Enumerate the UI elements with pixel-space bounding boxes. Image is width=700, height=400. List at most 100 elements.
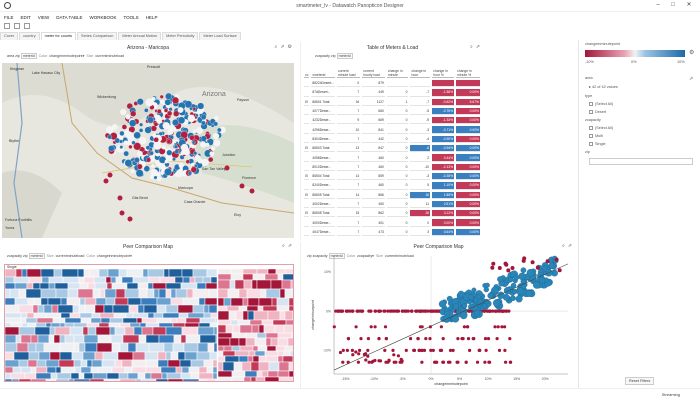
scatter-point-single[interactable] <box>468 348 472 352</box>
treemap-cell[interactable] <box>113 312 127 319</box>
treemap-cell[interactable] <box>96 342 113 353</box>
table-row[interactable]: 8010Deser... 7 460 0 -10 -2.13% 0.00% <box>304 163 480 171</box>
selector-area[interactable]: area <box>7 54 15 58</box>
treemap-cell[interactable] <box>37 304 45 314</box>
scatter-point-single[interactable] <box>465 325 469 329</box>
treemap-cell[interactable] <box>30 334 39 344</box>
color-selector[interactable]: changeinminutepoint <box>96 254 131 258</box>
treemap-cell[interactable] <box>48 282 56 290</box>
meter-dot[interactable] <box>173 144 179 149</box>
scatter-point-single[interactable] <box>491 309 495 313</box>
meter-dot[interactable] <box>119 130 125 136</box>
treemap-cell[interactable] <box>84 342 98 353</box>
scatter-point-single[interactable] <box>345 348 349 352</box>
treemap-cell[interactable] <box>82 326 89 336</box>
treemap-cell[interactable] <box>5 297 16 306</box>
treemap-cell[interactable] <box>277 337 289 347</box>
scatter-point-single[interactable] <box>451 348 455 352</box>
meter-dot[interactable] <box>144 126 152 134</box>
scatter-point-single[interactable] <box>431 348 435 352</box>
treemap-cell[interactable] <box>178 312 189 319</box>
scatter-point-single[interactable] <box>384 337 388 341</box>
treemap-cell[interactable] <box>182 378 200 382</box>
scatter-point-single[interactable] <box>429 309 433 313</box>
treemap-cell[interactable] <box>226 305 240 312</box>
treemap-cell[interactable] <box>244 370 258 378</box>
scatter-point-multi[interactable] <box>515 295 523 303</box>
treemap-cell[interactable] <box>217 310 230 321</box>
scatter-point-multi[interactable] <box>508 277 514 283</box>
treemap-cell[interactable] <box>5 351 15 361</box>
scatter-point-multi[interactable] <box>510 295 516 302</box>
treemap-cell[interactable] <box>251 324 260 334</box>
treemap-cell[interactable] <box>256 370 263 378</box>
treemap-cell[interactable] <box>288 297 294 307</box>
table-row[interactable]: ⊟ 86504 Total 14 859 0 -3 -0.35% 0.00% <box>304 172 480 181</box>
treemap-cell[interactable] <box>276 305 290 312</box>
treemap-cell[interactable] <box>55 366 62 374</box>
treemap-cell[interactable] <box>102 351 119 361</box>
treemap-cell[interactable] <box>223 345 233 352</box>
treemap-cell[interactable] <box>122 317 138 324</box>
treemap-cell[interactable] <box>73 342 80 353</box>
treemap-cell[interactable] <box>284 288 294 299</box>
treemap-cell[interactable] <box>79 297 86 306</box>
table-row[interactable]: 4002Deser... 7 450 0 11 2.51% 0.00% <box>304 200 480 209</box>
treemap-cell[interactable] <box>230 297 244 307</box>
meter-dot[interactable] <box>129 119 137 127</box>
settings-icon[interactable]: ⚙ <box>287 44 292 50</box>
table-row[interactable]: 4047Deser... 7 473 0 3 0.64% 0.00% <box>304 228 480 237</box>
filter-area-count[interactable]: 42 of 42 values <box>591 85 618 89</box>
treemap-cell[interactable] <box>18 326 36 336</box>
filter-zcap-single[interactable]: Single <box>595 142 606 146</box>
color-selector[interactable]: changeinminutepoint <box>49 54 83 58</box>
treemap-cell[interactable] <box>33 312 47 319</box>
treemap-cell[interactable] <box>231 332 247 339</box>
treemap-cell[interactable] <box>100 317 111 324</box>
treemap-cell[interactable] <box>227 288 240 299</box>
scatter-point-multi[interactable] <box>477 298 484 305</box>
treemap-cell[interactable] <box>198 366 208 374</box>
treemap-cell[interactable] <box>110 334 124 344</box>
treemap-cell[interactable] <box>213 342 218 353</box>
treemap-cell[interactable] <box>277 332 293 339</box>
treemap-cell[interactable] <box>132 276 150 284</box>
scatter-point-single[interactable] <box>382 309 386 313</box>
treemap-cell[interactable] <box>217 288 229 299</box>
popout-icon[interactable]: ⇗ <box>287 243 292 249</box>
treemap-cell[interactable] <box>83 276 95 284</box>
meter-dot[interactable] <box>130 110 137 117</box>
treemap-cell[interactable] <box>64 317 82 324</box>
filter-zcap-multi[interactable]: Multi <box>595 134 604 138</box>
treemap-cell[interactable] <box>40 288 57 299</box>
treemap-cell[interactable] <box>177 304 194 314</box>
treemap-cell[interactable] <box>43 342 61 353</box>
treemap-cell[interactable] <box>10 322 23 328</box>
treemap-cell[interactable] <box>265 337 272 347</box>
treemap-cell[interactable] <box>170 297 184 306</box>
meter-dot[interactable] <box>180 143 189 152</box>
selector-meterid[interactable]: meterid <box>336 53 353 59</box>
treemap-cell[interactable] <box>217 297 225 307</box>
treemap-cell[interactable] <box>256 279 272 290</box>
popout-icon[interactable]: ⇗ <box>567 243 572 249</box>
scatter-point-single[interactable] <box>344 309 349 313</box>
treemap-cell[interactable] <box>14 297 29 306</box>
scatter-point-single[interactable] <box>369 325 373 329</box>
scatter-point-multi[interactable] <box>487 292 494 299</box>
treemap-cell[interactable] <box>265 355 279 363</box>
treemap-cell[interactable] <box>64 334 75 344</box>
treemap-cell[interactable] <box>97 334 112 344</box>
treemap-cell[interactable] <box>36 317 54 324</box>
treemap-cell[interactable] <box>103 304 114 314</box>
meter-dot[interactable] <box>123 140 128 145</box>
treemap-cell[interactable] <box>5 359 20 368</box>
treemap-cell[interactable] <box>145 322 160 328</box>
treemap-cell[interactable] <box>289 350 294 357</box>
meter-dot[interactable] <box>159 99 165 104</box>
treemap-cell[interactable] <box>48 276 64 284</box>
treemap-cell[interactable] <box>83 334 99 344</box>
treemap-cell[interactable] <box>136 317 143 324</box>
scatter-point-single[interactable] <box>434 309 438 313</box>
scatter-point-multi[interactable] <box>483 286 489 293</box>
